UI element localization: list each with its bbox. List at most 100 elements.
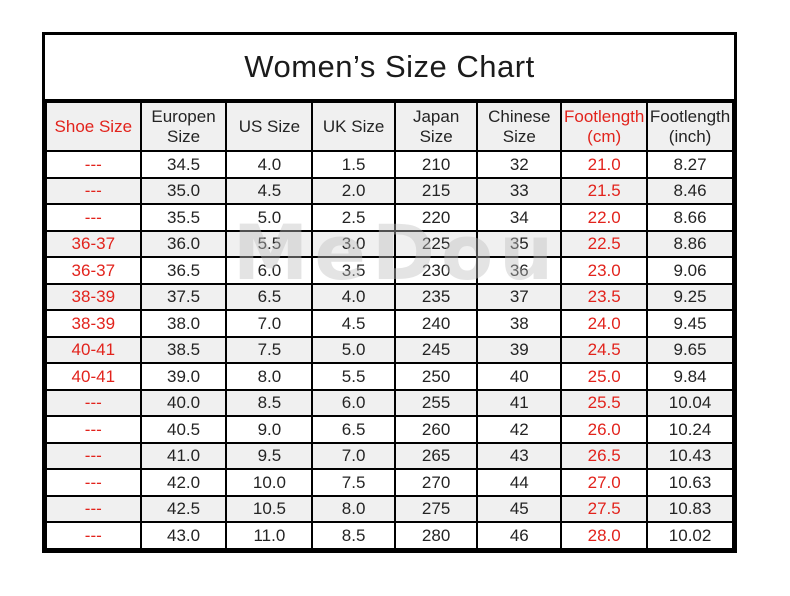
- table-row: 38-39 37.5 6.5 4.0 235 37 23.5 9.25: [45, 282, 734, 311]
- cell-footlength-inch: 9.84: [646, 362, 734, 391]
- cell-shoe-size: ---: [45, 521, 142, 550]
- cell-uk-size: 8.0: [311, 494, 396, 523]
- column-header-uk-size: UK Size: [311, 101, 396, 152]
- table-row: --- 35.0 4.5 2.0 215 33 21.5 8.46: [45, 176, 734, 205]
- cell-us-size: 6.5: [225, 282, 314, 311]
- cell-footlength-inch: 9.06: [646, 256, 734, 285]
- cell-footlength-inch: 9.25: [646, 282, 734, 311]
- cell-footlength-cm: 23.0: [560, 256, 649, 285]
- cell-chinese-size: 34: [476, 203, 563, 232]
- cell-uk-size: 7.0: [311, 441, 396, 470]
- cell-footlength-inch: 8.46: [646, 176, 734, 205]
- cell-uk-size: 3.0: [311, 229, 396, 258]
- cell-footlength-inch: 10.02: [646, 521, 734, 550]
- cell-shoe-size: ---: [45, 415, 142, 444]
- cell-europen-size: 42.5: [139, 494, 228, 523]
- cell-us-size: 10.5: [225, 494, 314, 523]
- cell-footlength-inch: 10.24: [646, 415, 734, 444]
- table-row: 40-41 39.0 8.0 5.5 250 40 25.0 9.84: [45, 362, 734, 391]
- cell-us-size: 9.5: [225, 441, 314, 470]
- cell-us-size: 11.0: [225, 521, 314, 550]
- cell-japan-size: 230: [393, 256, 479, 285]
- cell-europen-size: 39.0: [139, 362, 228, 391]
- table-row: 36-37 36.0 5.5 3.0 225 35 22.5 8.86: [45, 229, 734, 258]
- cell-chinese-size: 33: [476, 176, 563, 205]
- cell-japan-size: 245: [393, 335, 479, 364]
- cell-japan-size: 215: [393, 176, 479, 205]
- cell-japan-size: 280: [393, 521, 479, 550]
- table-row: --- 42.5 10.5 8.0 275 45 27.5 10.83: [45, 494, 734, 523]
- cell-chinese-size: 36: [476, 256, 563, 285]
- cell-footlength-cm: 25.5: [560, 388, 649, 417]
- cell-footlength-cm: 22.5: [560, 229, 649, 258]
- cell-footlength-cm: 27.0: [560, 468, 649, 497]
- cell-footlength-cm: 21.0: [560, 150, 649, 179]
- cell-uk-size: 7.5: [311, 468, 396, 497]
- cell-europen-size: 35.5: [139, 203, 228, 232]
- cell-us-size: 5.0: [225, 203, 314, 232]
- table-row: --- 34.5 4.0 1.5 210 32 21.0 8.27: [45, 150, 734, 179]
- cell-japan-size: 225: [393, 229, 479, 258]
- cell-japan-size: 275: [393, 494, 479, 523]
- cell-chinese-size: 45: [476, 494, 563, 523]
- cell-uk-size: 4.5: [311, 309, 396, 338]
- cell-chinese-size: 32: [476, 150, 563, 179]
- cell-footlength-inch: 10.83: [646, 494, 734, 523]
- cell-chinese-size: 42: [476, 415, 563, 444]
- cell-chinese-size: 46: [476, 521, 563, 550]
- cell-japan-size: 210: [393, 150, 479, 179]
- cell-us-size: 6.0: [225, 256, 314, 285]
- cell-footlength-inch: 9.45: [646, 309, 734, 338]
- cell-uk-size: 4.0: [311, 282, 396, 311]
- cell-europen-size: 37.5: [139, 282, 228, 311]
- cell-shoe-size: ---: [45, 388, 142, 417]
- cell-shoe-size: ---: [45, 494, 142, 523]
- cell-footlength-cm: 28.0: [560, 521, 649, 550]
- cell-footlength-inch: 8.66: [646, 203, 734, 232]
- size-table-header: Shoe Size Europen Size US Size UK Size Japan…: [45, 101, 734, 152]
- table-row: 38-39 38.0 7.0 4.5 240 38 24.0 9.45: [45, 309, 734, 338]
- cell-footlength-inch: 9.65: [646, 335, 734, 364]
- cell-footlength-cm: 24.5: [560, 335, 649, 364]
- cell-japan-size: 235: [393, 282, 479, 311]
- cell-us-size: 4.5: [225, 176, 314, 205]
- cell-shoe-size: 36-37: [45, 256, 142, 285]
- cell-us-size: 8.5: [225, 388, 314, 417]
- cell-uk-size: 6.5: [311, 415, 396, 444]
- column-header-europen-size: Europen Size: [139, 101, 228, 152]
- cell-shoe-size: ---: [45, 176, 142, 205]
- cell-shoe-size: 38-39: [45, 282, 142, 311]
- cell-chinese-size: 35: [476, 229, 563, 258]
- column-header-shoe-size: Shoe Size: [45, 101, 142, 152]
- cell-shoe-size: 38-39: [45, 309, 142, 338]
- cell-us-size: 9.0: [225, 415, 314, 444]
- cell-japan-size: 220: [393, 203, 479, 232]
- cell-chinese-size: 43: [476, 441, 563, 470]
- cell-uk-size: 2.5: [311, 203, 396, 232]
- cell-japan-size: 265: [393, 441, 479, 470]
- cell-japan-size: 255: [393, 388, 479, 417]
- cell-uk-size: 1.5: [311, 150, 396, 179]
- cell-footlength-cm: 21.5: [560, 176, 649, 205]
- cell-japan-size: 260: [393, 415, 479, 444]
- cell-chinese-size: 41: [476, 388, 563, 417]
- cell-japan-size: 250: [393, 362, 479, 391]
- cell-us-size: 10.0: [225, 468, 314, 497]
- cell-footlength-inch: 8.27: [646, 150, 734, 179]
- cell-uk-size: 8.5: [311, 521, 396, 550]
- table-row: --- 43.0 11.0 8.5 280 46 28.0 10.02: [45, 521, 734, 550]
- cell-footlength-cm: 24.0: [560, 309, 649, 338]
- cell-shoe-size: ---: [45, 441, 142, 470]
- cell-us-size: 7.0: [225, 309, 314, 338]
- table-row: --- 42.0 10.0 7.5 270 44 27.0 10.63: [45, 468, 734, 497]
- size-table: Shoe Size Europen Size US Size UK Size Japan…: [45, 101, 734, 550]
- cell-europen-size: 41.0: [139, 441, 228, 470]
- cell-us-size: 8.0: [225, 362, 314, 391]
- cell-europen-size: 38.5: [139, 335, 228, 364]
- cell-footlength-cm: 26.0: [560, 415, 649, 444]
- cell-footlength-cm: 25.0: [560, 362, 649, 391]
- cell-shoe-size: 40-41: [45, 335, 142, 364]
- table-row: --- 41.0 9.5 7.0 265 43 26.5 10.43: [45, 441, 734, 470]
- cell-footlength-cm: 23.5: [560, 282, 649, 311]
